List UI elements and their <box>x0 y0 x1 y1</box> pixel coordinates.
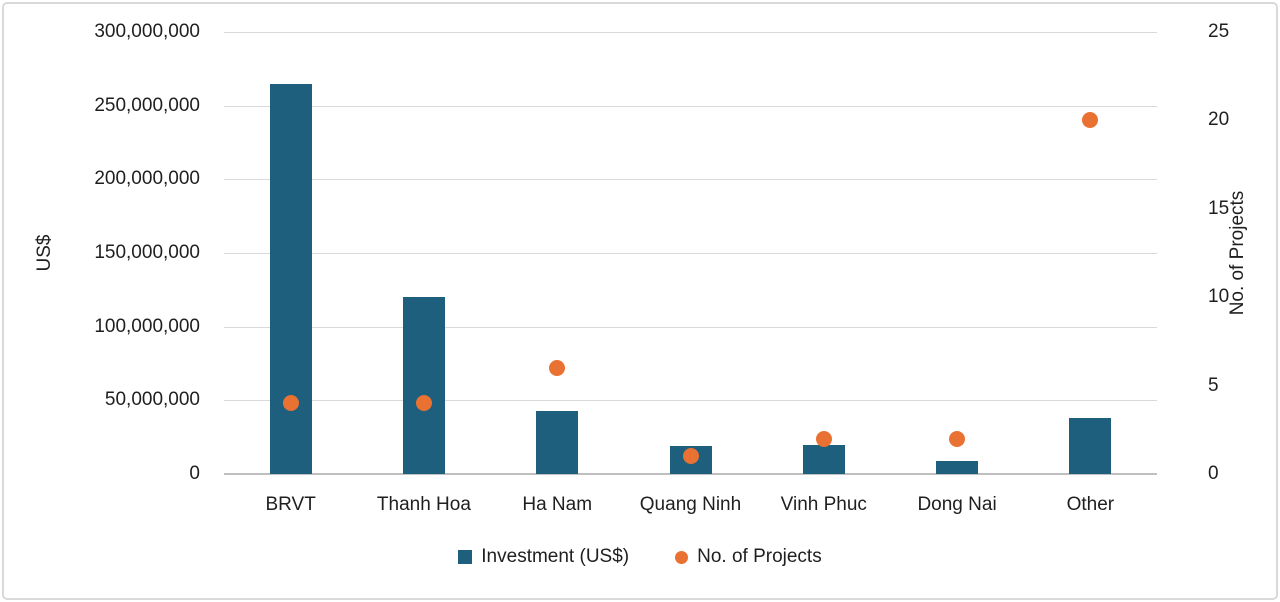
gridline <box>224 105 1157 107</box>
left-axis-tick-label: 50,000,000 <box>104 389 200 411</box>
category-label: Thanh Hoa <box>376 494 471 515</box>
investment-bar <box>402 297 445 474</box>
investment-bar <box>269 83 312 474</box>
investment-bar <box>536 410 579 474</box>
projects-point <box>1082 112 1099 129</box>
right-axis-tick-label: 15 <box>1208 197 1230 219</box>
right-axis-tick-label: 10 <box>1208 286 1230 308</box>
right-axis-tick-label: 20 <box>1208 109 1230 131</box>
investment-bar <box>936 460 979 474</box>
left-axis-tick-label: 250,000,000 <box>94 94 200 116</box>
right-axis-title: No. of Projects <box>1227 190 1248 316</box>
projects-point <box>415 395 432 412</box>
category-label: Dong Nai <box>917 494 997 515</box>
gridline <box>224 179 1157 181</box>
category-label: BRVT <box>265 494 316 515</box>
category-label: Ha Nam <box>522 494 593 515</box>
investment-legend-swatch-icon <box>458 550 473 564</box>
right-axis-tick-label: 5 <box>1208 374 1219 396</box>
legend-item-investment: Investment (US$) <box>458 546 629 568</box>
legend-label-projects: No. of Projects <box>697 546 822 567</box>
investment-bar <box>1069 418 1112 474</box>
projects-point <box>949 430 966 447</box>
legend: Investment (US$) No. of Projects <box>0 546 1280 568</box>
projects-legend-dot-icon <box>675 550 689 564</box>
category-label: Vinh Phuc <box>780 494 867 515</box>
category-label: Other <box>1066 494 1115 515</box>
left-axis-tick-label: 300,000,000 <box>94 21 200 42</box>
left-axis-tick-label: 200,000,000 <box>94 168 200 190</box>
left-axis-tick-label: 150,000,000 <box>94 242 200 263</box>
gridline <box>224 253 1157 254</box>
gridline <box>224 326 1157 328</box>
projects-point <box>549 359 566 376</box>
projects-point <box>282 395 299 412</box>
gridline <box>224 400 1157 402</box>
projects-point <box>815 430 832 447</box>
gridline <box>224 32 1157 33</box>
legend-label-investment: Investment (US$) <box>481 546 630 567</box>
legend-item-projects: No. of Projects <box>675 546 822 568</box>
projects-point <box>682 448 699 465</box>
category-label: Quang Ninh <box>639 494 742 515</box>
x-axis-line <box>224 473 1157 475</box>
left-axis-tick-label: 0 <box>189 463 200 484</box>
left-axis-tick-label: 100,000,000 <box>94 315 200 337</box>
right-axis-tick-label: 25 <box>1208 21 1230 42</box>
investment-bar <box>802 444 845 474</box>
right-axis-tick-label: 0 <box>1208 463 1219 484</box>
